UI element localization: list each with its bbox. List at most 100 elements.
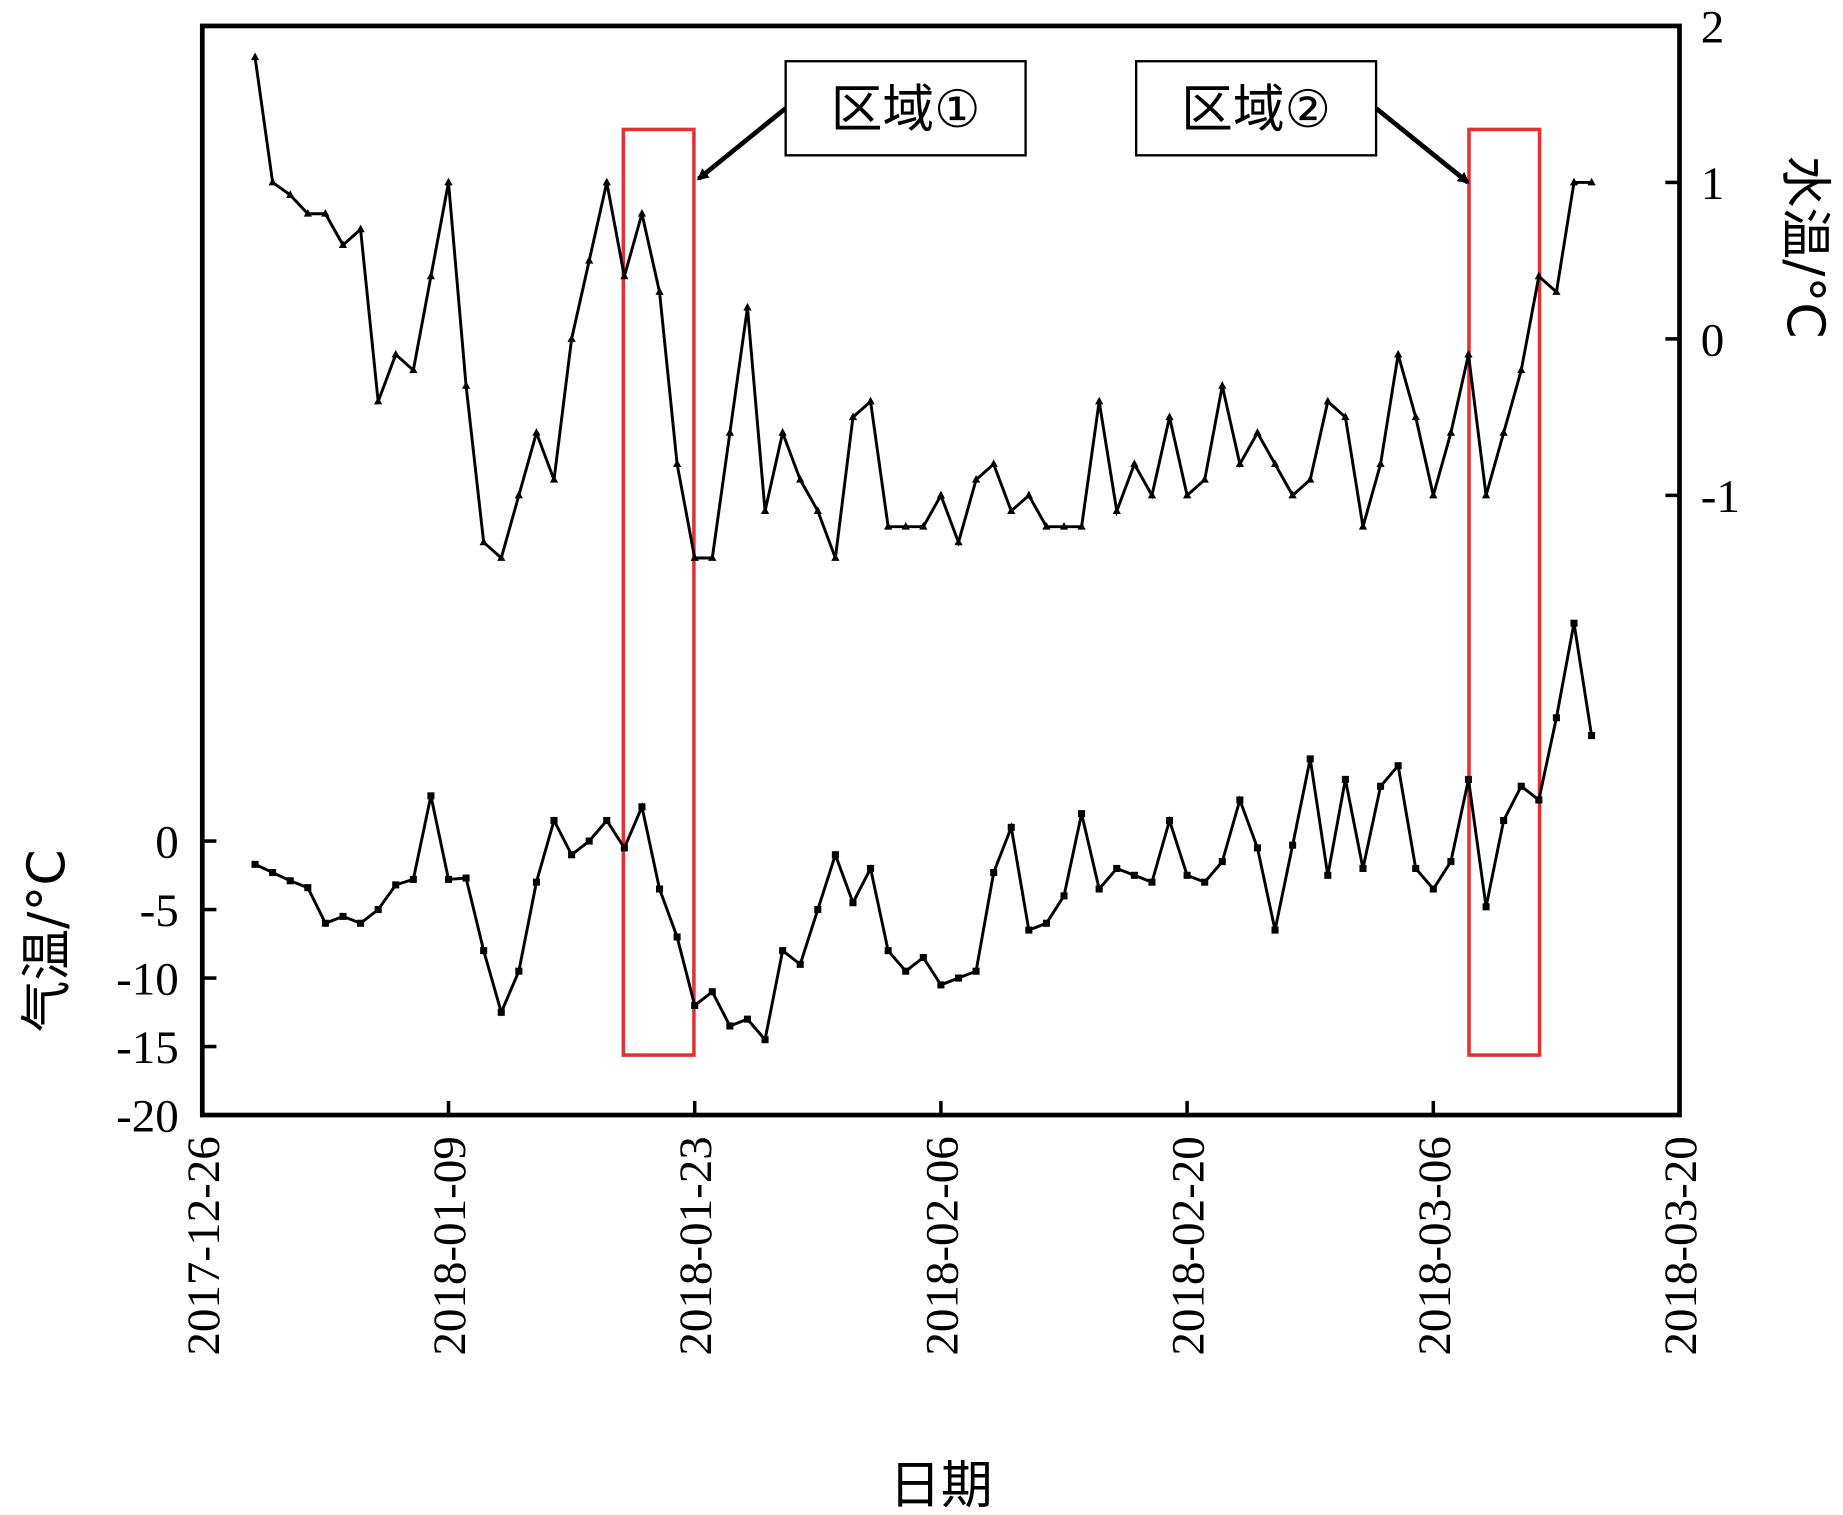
point	[902, 967, 910, 975]
point	[954, 537, 963, 546]
point	[1535, 796, 1543, 804]
point	[656, 885, 664, 893]
annotation-box	[784, 60, 1027, 157]
point	[725, 428, 734, 436]
x-tick-label: 2018-03-20	[1655, 1136, 1707, 1355]
point	[374, 396, 383, 405]
point	[1588, 732, 1596, 740]
point	[884, 947, 892, 955]
point	[1411, 412, 1420, 421]
point	[1359, 864, 1367, 872]
y2-tick-label: 1	[1701, 158, 1725, 210]
point	[391, 349, 400, 358]
point	[1464, 775, 1473, 783]
point	[1200, 475, 1209, 483]
point	[1024, 490, 1033, 499]
point	[1130, 871, 1138, 879]
point	[462, 874, 470, 882]
y2-tick-label: -1	[1701, 471, 1740, 523]
annotation: 区域②	[1181, 80, 1331, 140]
point	[1341, 775, 1349, 783]
point	[831, 553, 840, 561]
point	[936, 490, 946, 499]
point	[409, 365, 418, 374]
point	[409, 875, 417, 883]
point	[1007, 506, 1016, 514]
y-tick-label: -10	[116, 954, 179, 1006]
point	[1394, 762, 1402, 770]
point	[1447, 858, 1455, 866]
series-line	[254, 622, 1594, 1043]
point	[1482, 903, 1490, 911]
point	[1464, 349, 1473, 358]
point	[919, 953, 927, 962]
point	[655, 287, 664, 295]
point	[1358, 521, 1368, 530]
y-tick-label: 0	[155, 817, 179, 869]
point	[937, 981, 945, 989]
point	[1095, 885, 1103, 893]
point	[919, 521, 928, 530]
point	[779, 947, 787, 955]
region-box	[621, 127, 696, 1057]
point	[497, 553, 506, 561]
point	[1235, 459, 1244, 468]
point	[990, 869, 998, 877]
point	[286, 877, 294, 885]
point	[357, 919, 365, 927]
point	[1517, 782, 1525, 790]
point	[269, 869, 277, 877]
point	[1183, 871, 1191, 879]
point	[514, 490, 523, 499]
annotation-box	[1134, 60, 1378, 157]
annotation: 区域①	[831, 80, 981, 140]
point	[743, 1015, 751, 1023]
point	[304, 884, 312, 892]
point	[1552, 287, 1561, 295]
point	[1113, 864, 1121, 872]
y-tick-label: -5	[140, 885, 179, 937]
point	[867, 864, 875, 872]
point	[1042, 521, 1051, 530]
point	[1042, 919, 1050, 927]
point	[708, 553, 717, 561]
y-axis-title: 气温/°C	[18, 850, 78, 1033]
point	[1253, 844, 1261, 852]
point	[1289, 841, 1297, 849]
point	[638, 803, 646, 811]
point	[954, 974, 963, 982]
point	[637, 209, 647, 217]
plot-frame	[199, 23, 1682, 1118]
point	[1534, 271, 1543, 280]
point	[673, 933, 681, 941]
point	[1078, 810, 1086, 818]
point	[1500, 816, 1508, 825]
point	[1095, 396, 1104, 405]
point	[901, 521, 910, 530]
point	[1201, 878, 1209, 886]
point	[1270, 459, 1280, 468]
point	[532, 428, 541, 436]
point	[549, 475, 559, 483]
point	[585, 255, 594, 264]
point	[479, 537, 488, 546]
point	[708, 988, 716, 996]
point	[497, 1008, 505, 1016]
point	[1552, 714, 1560, 722]
y2-tick-label: 0	[1701, 314, 1725, 366]
point	[989, 459, 998, 468]
region-box	[1467, 127, 1542, 1057]
point	[1306, 475, 1315, 483]
point	[620, 271, 629, 280]
point	[1499, 428, 1508, 436]
point	[971, 475, 981, 483]
point	[1025, 926, 1033, 934]
y-tick-label: -20	[116, 1091, 179, 1143]
point	[374, 906, 382, 914]
point	[321, 919, 329, 927]
point	[1569, 177, 1579, 186]
point	[567, 334, 576, 342]
x-tick-label: 2018-02-20	[1163, 1136, 1215, 1355]
point	[532, 878, 540, 886]
